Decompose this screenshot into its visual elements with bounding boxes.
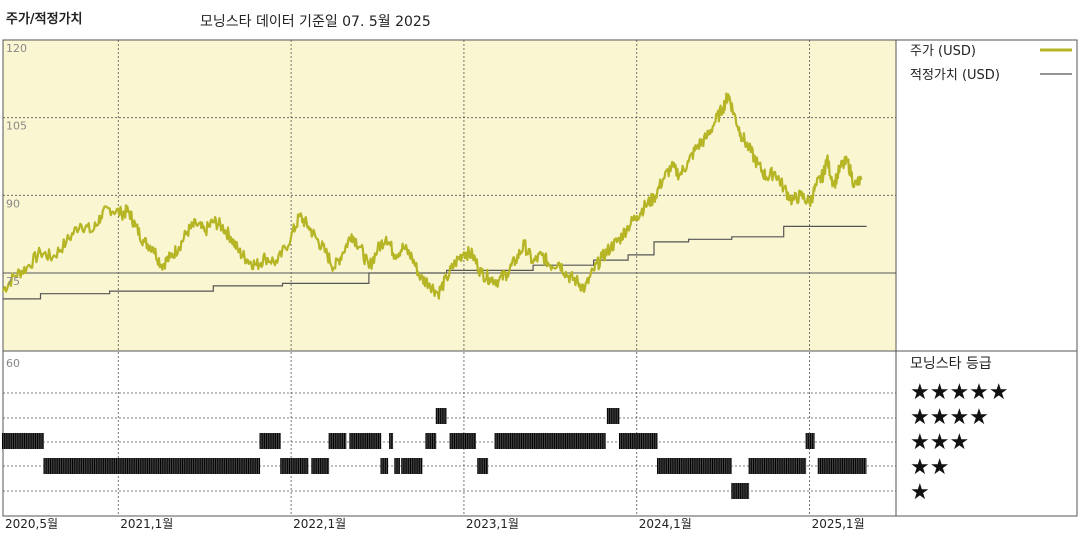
rating-bar (349, 433, 382, 449)
rating-bar (1, 433, 44, 449)
y-tick-label: 120 (6, 42, 27, 55)
x-tick-label: 2021,1월 (120, 517, 173, 531)
rating-level-label: ★★★★★ (910, 380, 1009, 405)
y-tick-label: 90 (6, 197, 20, 210)
rating-bar (618, 433, 658, 449)
rating-bar (389, 433, 394, 449)
rating-bar (43, 458, 261, 474)
y-tick-label: 105 (6, 120, 27, 133)
rating-bar (435, 408, 447, 424)
rating-bar (328, 433, 347, 449)
y-tick-label: 60 (6, 357, 20, 370)
rating-bar (425, 433, 437, 449)
x-tick-label: 2023,1월 (466, 517, 519, 531)
rating-bar (394, 458, 400, 474)
data-source-note: 모닝스타 데이터 기준일 07. 5월 2025 (200, 14, 431, 30)
x-tick-label: 2022,1월 (293, 517, 346, 531)
y-tick-label: 75 (6, 275, 20, 288)
rating-bar (477, 458, 489, 474)
chart-section-title: 주가/적정가치 (6, 12, 83, 27)
x-tick-label: 2025,1월 (812, 517, 865, 531)
rating-bar (380, 458, 389, 474)
rating-bar (606, 408, 620, 424)
rating-bar (656, 458, 732, 474)
legend-price-label: 주가 (USD) (910, 44, 976, 59)
rating-panel-title: 모닝스타 등급 (910, 356, 992, 372)
rating-bar (259, 433, 281, 449)
rating-bar (280, 458, 309, 474)
rating-bar (311, 458, 330, 474)
rating-bar (805, 433, 815, 449)
rating-bar (449, 433, 477, 449)
rating-bar (401, 458, 423, 474)
rating-level-label: ★ (910, 480, 930, 505)
rating-bar (494, 433, 606, 449)
rating-level-label: ★★ (910, 455, 949, 480)
price-line (1, 92, 863, 300)
x-tick-label: 2024,1월 (639, 517, 692, 531)
rating-bar (817, 458, 867, 474)
rating-level-label: ★★★★ (910, 405, 989, 430)
rating-bar (731, 483, 750, 499)
fair-value-line (2, 225, 867, 300)
x-tick-label: 2020,5월 (5, 517, 58, 531)
rating-bar (748, 458, 807, 474)
rating-level-label: ★★★ (910, 430, 969, 455)
legend-fair-value-label: 적정가치 (USD) (910, 68, 1000, 83)
